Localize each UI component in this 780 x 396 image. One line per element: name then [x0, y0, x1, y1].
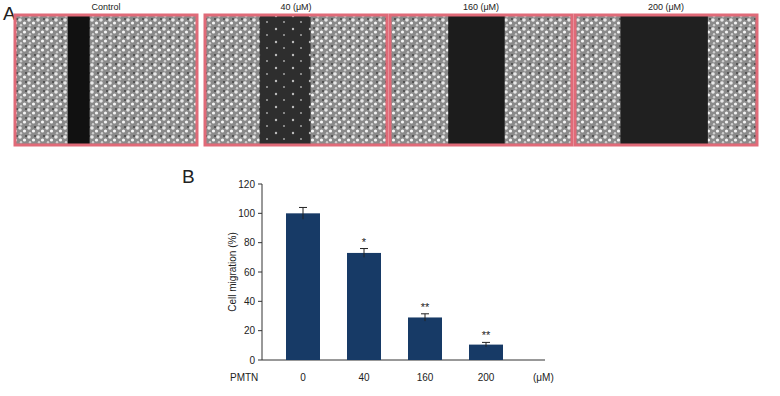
figure-svg: AControl40 (μM)160 (μM)200 (μM)B02040608…: [0, 0, 780, 396]
bar: [347, 253, 381, 360]
error-cap: [482, 342, 490, 343]
error-stem: [303, 207, 304, 219]
y-tick-label: 80: [244, 237, 256, 248]
y-tick-label: 100: [238, 208, 255, 219]
y-tick: [258, 301, 262, 302]
error-cap: [299, 207, 307, 208]
y-tick-label: 120: [238, 179, 255, 190]
y-tick: [258, 360, 262, 361]
cell-layer: [575, 15, 757, 145]
x-tick-label: 200: [478, 372, 495, 383]
micrograph: [205, 15, 387, 145]
micrograph: [575, 15, 757, 145]
x-tick-label: 160: [417, 372, 434, 383]
x-axis-label: PMTN: [230, 372, 258, 383]
micrograph: [390, 15, 572, 145]
wound-gap: [621, 15, 708, 145]
y-axis-label: Cell migration (%): [227, 232, 238, 311]
wound-gap: [260, 15, 311, 145]
error-stem: [486, 342, 487, 346]
x-tick-label: 0: [300, 372, 306, 383]
wound-gap: [448, 15, 504, 145]
image-label: 200 (μM): [648, 2, 684, 12]
bars: [286, 207, 503, 360]
figure: AControl40 (μM)160 (μM)200 (μM)B02040608…: [0, 0, 780, 396]
image-label: 40 (μM): [280, 2, 311, 12]
significance-label: *: [362, 236, 367, 248]
image-label: Control: [91, 2, 120, 12]
y-tick: [258, 213, 262, 214]
bar: [469, 345, 503, 360]
error-bar: [482, 342, 490, 346]
error-stem: [364, 249, 365, 258]
y-tick-label: 40: [244, 296, 256, 307]
y-tick-label: 20: [244, 325, 256, 336]
image-frame: [390, 15, 572, 145]
x-tick-label: 40: [358, 372, 370, 383]
significance-label: **: [421, 301, 430, 313]
y-tick-label: 0: [249, 355, 255, 366]
cell-layer: [15, 15, 197, 145]
bar: [408, 317, 442, 360]
panel-label: B: [182, 166, 195, 187]
y-tick-label: 60: [244, 267, 256, 278]
error-cap: [421, 313, 429, 314]
cell-layer: [390, 15, 572, 145]
y-tick: [258, 184, 262, 185]
cell-layer: [205, 15, 387, 145]
y-tick: [258, 330, 262, 331]
micrograph: [15, 15, 197, 145]
image-frame: [205, 15, 387, 145]
y-tick: [258, 242, 262, 243]
significance-label: **: [482, 329, 491, 341]
y-tick: [258, 272, 262, 273]
error-bar: [421, 314, 429, 321]
x-axis-unit: (μM): [533, 372, 554, 383]
error-stem: [425, 314, 426, 321]
image-frame: [15, 15, 197, 145]
error-bar: [360, 249, 368, 258]
image-label: 160 (μM): [463, 2, 499, 12]
error-cap: [360, 248, 368, 249]
image-frame: [575, 15, 757, 145]
error-bar: [299, 207, 307, 219]
wound-gap: [68, 15, 90, 145]
bar: [286, 213, 320, 360]
